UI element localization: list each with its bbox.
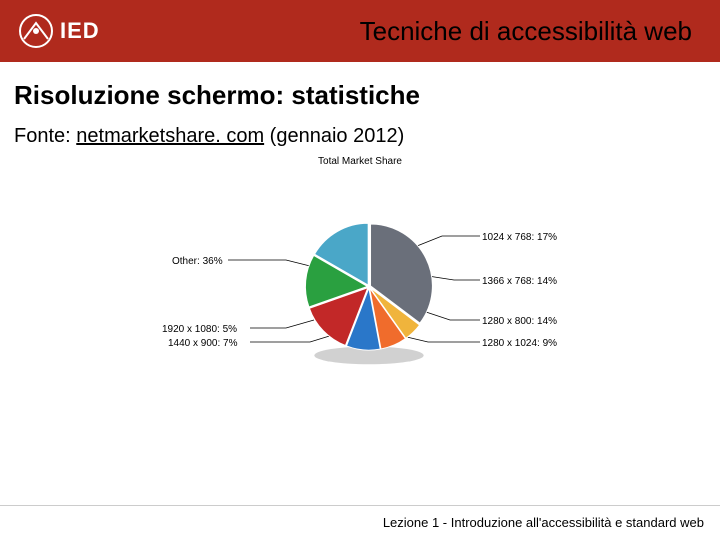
- footer-text: Lezione 1 - Introduzione all'accessibili…: [383, 515, 704, 530]
- pie-chart: Total Market Share Other: 36% 1920 x 1080…: [14, 156, 706, 456]
- chart-label: 1280 x 1024: 9%: [482, 338, 557, 349]
- logo-text: IED: [60, 18, 100, 44]
- chart-label: 1024 x 768: 17%: [482, 232, 557, 243]
- header-bar: IED Tecniche di accessibilità web: [0, 0, 720, 62]
- source-line: Fonte: netmarketshare. com (gennaio 2012…: [14, 125, 706, 148]
- pie-body: [294, 216, 444, 366]
- logo: IED: [18, 13, 100, 49]
- chart-label: 1920 x 1080: 5%: [162, 324, 237, 335]
- chart-title: Total Market Share: [318, 156, 402, 167]
- source-link[interactable]: netmarketshare. com: [76, 125, 264, 147]
- chart-label: 1366 x 768: 14%: [482, 276, 557, 287]
- logo-icon: [18, 13, 54, 49]
- footer-divider: [0, 505, 720, 506]
- chart-label: Other: 36%: [172, 256, 223, 267]
- source-prefix: Fonte:: [14, 125, 76, 147]
- chart-label: 1280 x 800: 14%: [482, 316, 557, 327]
- page-title: Tecniche di accessibilità web: [360, 16, 702, 47]
- chart-label: 1440 x 900: 7%: [168, 338, 238, 349]
- source-suffix: (gennaio 2012): [264, 125, 404, 147]
- main-content: Risoluzione schermo: statistiche Fonte: …: [0, 62, 720, 456]
- subtitle: Risoluzione schermo: statistiche: [14, 80, 706, 111]
